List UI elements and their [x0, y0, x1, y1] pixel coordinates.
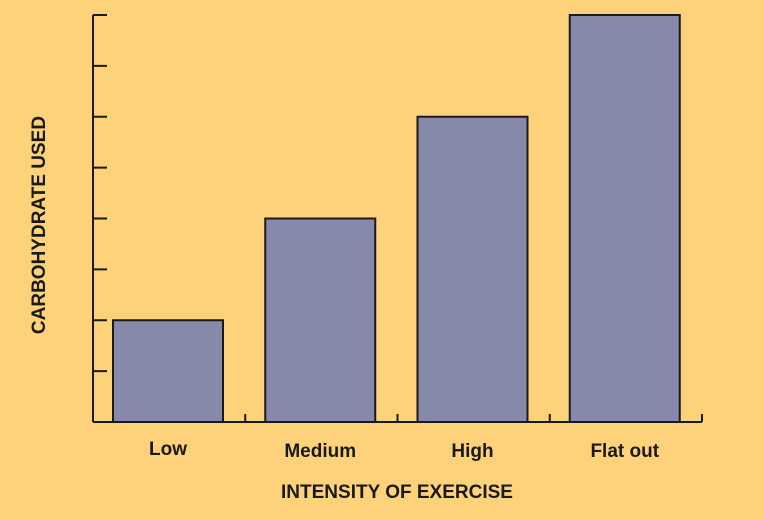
- bar-medium: [264, 217, 377, 423]
- y-axis-title: CARBOHYDRATE USED: [29, 116, 50, 334]
- axes: [92, 14, 703, 423]
- x-tick-label-medium: Medium: [284, 441, 356, 462]
- y-ticks: [93, 14, 107, 423]
- bar-low: [112, 319, 224, 423]
- x-ticks: [244, 414, 703, 422]
- x-tick-labels: Low Medium High Flat out: [149, 439, 660, 462]
- bar-high: [416, 115, 529, 423]
- x-axis-title: INTENSITY OF EXERCISE: [281, 482, 513, 503]
- bar-group: [112, 14, 681, 423]
- x-tick-label-low: Low: [149, 439, 187, 460]
- bar-flat-out: [568, 14, 681, 423]
- x-tick-label-flat-out: Flat out: [590, 441, 659, 462]
- x-tick-label-high: High: [451, 441, 493, 462]
